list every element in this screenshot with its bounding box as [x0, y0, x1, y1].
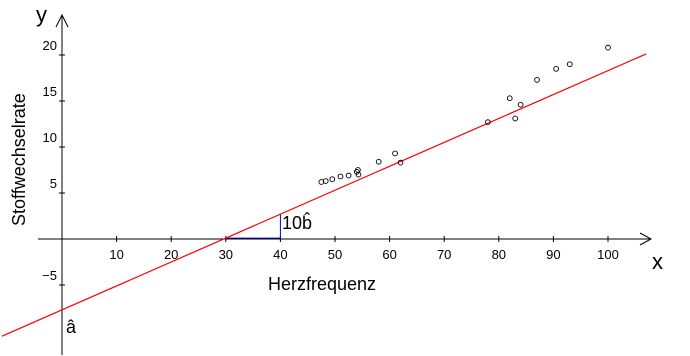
y-axis-name: y: [36, 2, 47, 27]
data-point: [485, 119, 491, 126]
regression-line-group: [1, 53, 647, 337]
x-tick-label: 50: [328, 247, 342, 262]
x-axis-title: Herzfrequenz: [268, 274, 376, 294]
y-tick-label: 20: [43, 38, 57, 53]
axes: [38, 13, 653, 355]
data-point: [506, 95, 513, 102]
data-point: [345, 172, 352, 179]
x-tick-label: 90: [546, 247, 560, 262]
data-point: [375, 158, 382, 165]
data-point: [355, 171, 362, 178]
x-tick-label: 10: [109, 247, 123, 262]
y-tick-label: −5: [42, 268, 57, 283]
intercept-annotation: â: [66, 317, 77, 337]
slope-annotation: 10b̂: [282, 212, 312, 233]
data-point: [566, 61, 573, 68]
x-tick-label: 30: [219, 247, 233, 262]
y-tick-label: 5: [50, 176, 57, 191]
y-axis-arrow: [55, 13, 69, 28]
tick-labels: 10 20 30 40 50 60 70 80 90 100 20 15 10 5 −5: [42, 38, 619, 283]
x-tick-label: 80: [492, 247, 506, 262]
data-point: [553, 65, 559, 72]
data-point: [337, 173, 344, 180]
slope-triangle: [225, 214, 281, 239]
x-tick-label: 20: [164, 247, 178, 262]
x-axis-name: x: [652, 249, 663, 274]
x-tick-label: 60: [382, 247, 396, 262]
x-tick-label: 70: [437, 247, 451, 262]
data-point: [517, 101, 524, 108]
data-point: [322, 178, 329, 184]
data-point: [512, 115, 519, 122]
data-point: [329, 176, 336, 183]
data-point: [392, 150, 398, 157]
x-axis-arrow: [639, 232, 653, 246]
data-points: [318, 44, 611, 185]
data-point: [605, 44, 611, 51]
regression-line: [1, 53, 647, 337]
x-tick-label: 100: [597, 247, 619, 262]
data-point: [534, 76, 540, 83]
data-point: [397, 159, 404, 166]
y-axis-title: Stoffwechselrate: [9, 93, 29, 226]
x-tick-label: 40: [273, 247, 287, 262]
tick-marks: [59, 54, 609, 286]
y-tick-label: 15: [43, 84, 57, 99]
y-tick-label: 10: [43, 130, 57, 145]
